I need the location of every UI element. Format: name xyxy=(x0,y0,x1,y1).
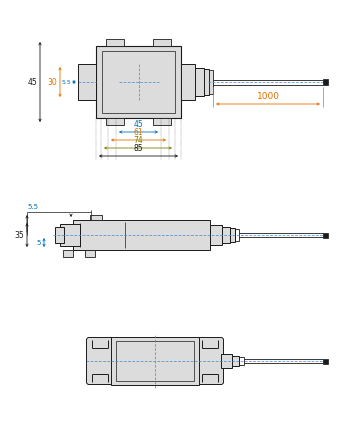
Bar xyxy=(153,39,171,46)
Bar xyxy=(60,224,80,246)
Bar xyxy=(221,354,232,368)
Bar xyxy=(195,68,204,96)
Bar xyxy=(55,227,64,243)
Bar xyxy=(239,357,244,365)
Bar xyxy=(111,337,199,385)
Text: 45: 45 xyxy=(27,77,37,86)
Text: 74: 74 xyxy=(133,136,143,145)
FancyBboxPatch shape xyxy=(87,338,114,384)
Bar xyxy=(232,356,239,366)
Bar xyxy=(204,69,209,95)
Text: 35: 35 xyxy=(14,231,24,240)
Text: 61: 61 xyxy=(134,128,143,137)
Bar xyxy=(78,64,96,100)
Text: 5.5: 5.5 xyxy=(61,80,71,84)
Bar xyxy=(90,215,102,220)
Bar xyxy=(222,227,230,243)
Bar xyxy=(209,70,213,94)
Bar xyxy=(63,250,73,257)
Bar xyxy=(116,341,194,381)
Text: 5.5: 5.5 xyxy=(27,204,38,210)
Bar xyxy=(323,79,328,85)
Bar xyxy=(106,39,124,46)
Text: 85: 85 xyxy=(134,144,143,153)
Text: 5: 5 xyxy=(37,240,41,246)
Bar xyxy=(235,229,239,241)
Bar xyxy=(102,51,175,113)
Bar xyxy=(323,359,328,363)
Bar xyxy=(106,118,124,125)
FancyBboxPatch shape xyxy=(196,338,223,384)
Bar xyxy=(73,220,210,250)
Text: 1000: 1000 xyxy=(256,92,279,101)
Text: 45: 45 xyxy=(134,120,143,129)
Bar xyxy=(153,118,171,125)
Text: 30: 30 xyxy=(47,77,57,86)
Bar xyxy=(323,232,328,238)
Bar xyxy=(96,46,181,118)
Bar xyxy=(181,64,195,100)
Bar xyxy=(85,250,95,257)
Bar xyxy=(210,225,222,245)
Bar xyxy=(230,228,235,242)
